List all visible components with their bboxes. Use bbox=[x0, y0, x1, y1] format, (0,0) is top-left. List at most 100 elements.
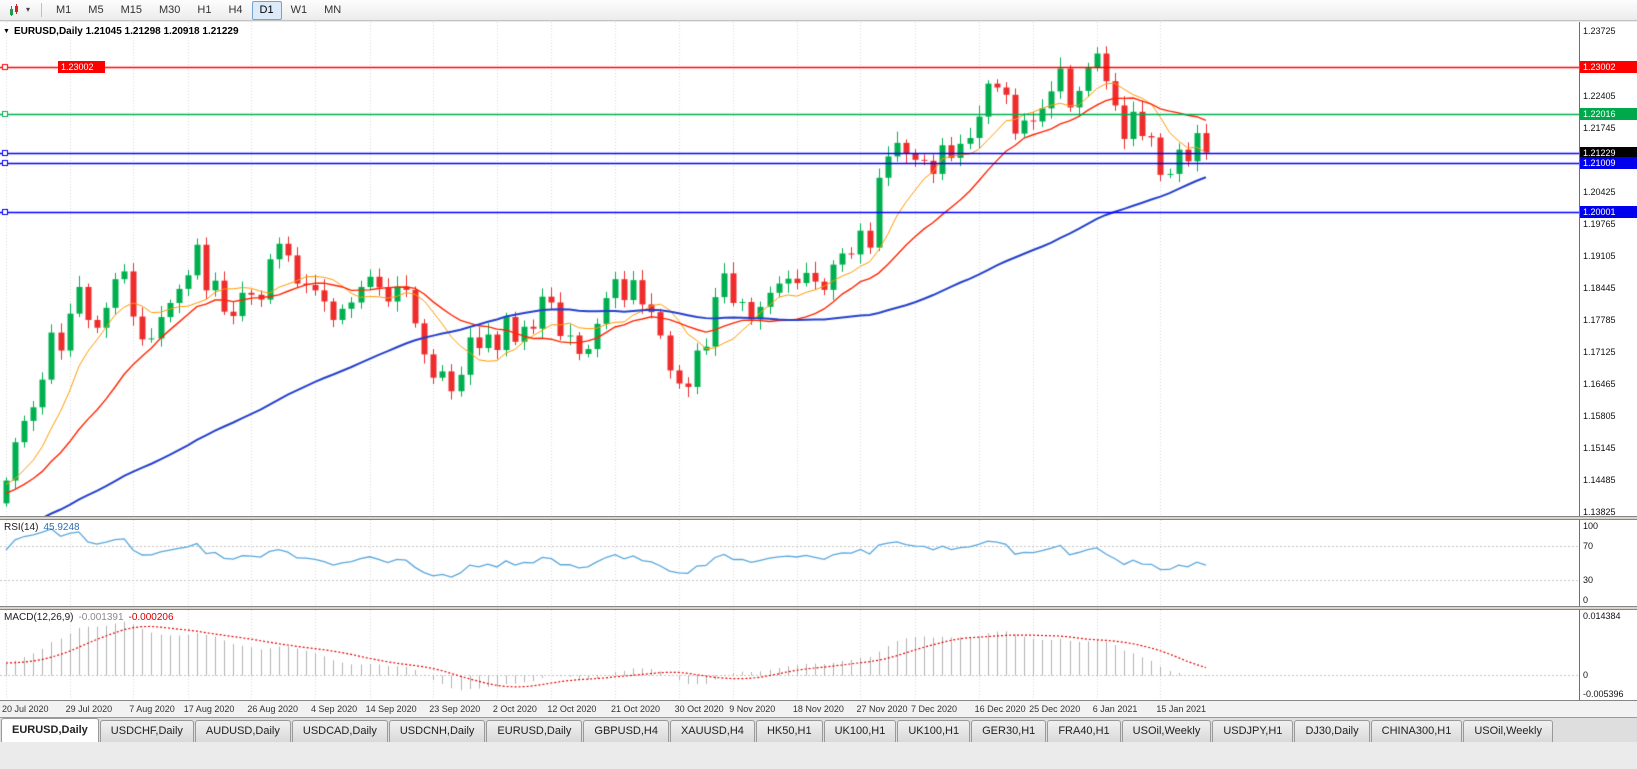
date-label: 9 Nov 2020 bbox=[729, 704, 776, 714]
rsi-tick: 70 bbox=[1583, 540, 1594, 551]
macd-main-value: -0.001391 bbox=[78, 612, 124, 623]
date-label: 26 Aug 2020 bbox=[247, 704, 298, 714]
chart-tab-usdcad-daily[interactable]: USDCAD,Daily bbox=[291, 720, 388, 742]
timeframe-button-m5[interactable]: M5 bbox=[88, 3, 104, 16]
price-chart-panel: 1.23725 1.22405 1.21745 1.20425 1.19765 1.191… bbox=[0, 22, 1637, 516]
toolbar-separator bbox=[41, 3, 43, 17]
chart-tabs-bar: EURUSD,Daily USDCHF,Daily AUDUSD,Daily USDC… bbox=[0, 717, 1637, 742]
timeframe-button-m1[interactable]: M1 bbox=[56, 3, 72, 16]
rsi-label: RSI(14) 45.9248 bbox=[4, 522, 80, 533]
macd-tick: 0 bbox=[1583, 670, 1589, 681]
date-label: 29 Jul 2020 bbox=[65, 704, 113, 714]
hline-left-label: 1.23002 bbox=[58, 60, 105, 73]
macd-label: MACD(12,26,9) -0.001391 -0.000206 bbox=[4, 612, 174, 623]
price-tick: 1.21745 bbox=[1583, 122, 1616, 133]
chart-tab-ger30-h1[interactable]: GER30,H1 bbox=[971, 720, 1047, 742]
date-label: 20 Jul 2020 bbox=[2, 704, 49, 714]
price-badge: 1.23002 bbox=[1580, 60, 1637, 73]
date-label: 16 Dec 2020 bbox=[974, 704, 1026, 714]
panel-splitter[interactable] bbox=[0, 606, 1637, 610]
panel-splitter[interactable] bbox=[0, 516, 1637, 520]
price-tick: 1.13825 bbox=[1583, 506, 1616, 516]
chart-title: ▼ EURUSD,Daily 1.21045 1.21298 1.20918 1… bbox=[3, 26, 239, 37]
timeframe-button-m30[interactable]: M30 bbox=[158, 3, 181, 16]
rsi-panel: 100 70 30 0 RSI(14) 45.9248 bbox=[0, 520, 1637, 606]
date-label: 30 Oct 2020 bbox=[674, 704, 724, 714]
rsi-tick: 100 bbox=[1583, 521, 1599, 531]
rsi-canvas[interactable] bbox=[0, 520, 1579, 606]
price-tick: 1.17785 bbox=[1583, 314, 1616, 325]
chart-tab-eurusd-daily[interactable]: EURUSD,Daily bbox=[1, 718, 99, 742]
chart-tab-fra40-h1[interactable]: FRA40,H1 bbox=[1047, 720, 1121, 742]
rsi-tick: 30 bbox=[1583, 575, 1594, 586]
chart-tab-uk100-h1[interactable]: UK100,H1 bbox=[897, 720, 971, 742]
price-tick: 1.14485 bbox=[1583, 474, 1616, 485]
date-label: 6 Jan 2021 bbox=[1092, 704, 1138, 714]
chart-tab-usdchf-daily[interactable]: USDCHF,Daily bbox=[99, 720, 194, 742]
candlestick-chart-icon bbox=[10, 3, 18, 16]
timeframe-button-h1[interactable]: H1 bbox=[197, 3, 212, 16]
price-tick: 1.15145 bbox=[1583, 442, 1616, 453]
date-label: 27 Nov 2020 bbox=[856, 704, 908, 714]
chart-tab-china300-h1[interactable]: CHINA300,H1 bbox=[1370, 720, 1463, 742]
date-label: 7 Aug 2020 bbox=[129, 704, 175, 714]
date-label: 18 Nov 2020 bbox=[792, 704, 844, 714]
chart-symbol-dropdown[interactable]: ▾ bbox=[4, 2, 35, 19]
macd-name: MACD(12,26,9) bbox=[4, 612, 74, 623]
timeframe-button-w1[interactable]: W1 bbox=[290, 3, 308, 16]
macd-panel: 0.014384 0 -0.005396 MACD(12,26,9) -0.00139… bbox=[0, 610, 1637, 700]
date-label: 2 Oct 2020 bbox=[492, 704, 537, 714]
date-label: 15 Jan 2021 bbox=[1156, 704, 1206, 714]
price-badge: 1.21009 bbox=[1580, 157, 1637, 170]
date-label: 17 Aug 2020 bbox=[183, 704, 235, 714]
price-chart-canvas[interactable] bbox=[0, 22, 1579, 516]
price-axis[interactable]: 1.23725 1.22405 1.21745 1.20425 1.19765 1.191… bbox=[1579, 22, 1637, 516]
timeframe-button-mn[interactable]: MN bbox=[324, 3, 342, 16]
time-axis[interactable]: 20 Jul 2020 29 Jul 2020 7 Aug 2020 17 Aug 2… bbox=[0, 700, 1637, 717]
chart-tab-uk100-h1[interactable]: UK100,H1 bbox=[823, 720, 897, 742]
price-tick: 1.18445 bbox=[1583, 282, 1616, 293]
timeframe-button-h4[interactable]: H4 bbox=[228, 3, 243, 16]
rsi-tick: 0 bbox=[1583, 595, 1589, 605]
macd-canvas[interactable] bbox=[0, 610, 1579, 700]
price-badge: 1.21229 bbox=[1580, 146, 1637, 159]
price-tick: 1.17125 bbox=[1583, 346, 1616, 357]
date-label: 25 Dec 2020 bbox=[1029, 704, 1081, 714]
chart-tab-xauusd-h4[interactable]: XAUUSD,H4 bbox=[669, 720, 755, 742]
rsi-axis[interactable]: 100 70 30 0 bbox=[1579, 520, 1637, 606]
macd-signal-value: -0.000206 bbox=[128, 612, 174, 623]
macd-axis[interactable]: 0.014384 0 -0.005396 bbox=[1579, 610, 1637, 700]
timeframe-button-d1[interactable]: D1 bbox=[251, 0, 282, 20]
timeframe-button-m15[interactable]: M15 bbox=[120, 3, 142, 16]
dropdown-caret-icon: ▾ bbox=[26, 5, 31, 14]
price-tick: 1.22405 bbox=[1583, 90, 1616, 101]
chart-tab-hk50-h1[interactable]: HK50,H1 bbox=[755, 720, 823, 742]
chart-tab-dj30-daily[interactable]: DJ30,Daily bbox=[1294, 720, 1370, 742]
chart-tab-eurusd-daily[interactable]: EURUSD,Daily bbox=[486, 720, 583, 742]
price-tick: 1.23725 bbox=[1583, 26, 1616, 37]
date-label: 4 Sep 2020 bbox=[311, 704, 358, 714]
chart-tab-usoil-weekly[interactable]: USOil,Weekly bbox=[1463, 720, 1553, 742]
collapse-triangle-icon[interactable]: ▼ bbox=[3, 28, 10, 35]
chart-ohlc-text: EURUSD,Daily 1.21045 1.21298 1.20918 1.2… bbox=[13, 26, 239, 37]
timeframe-buttons: M1 M5 M15 M30 H1 H4 D1 W1 MN bbox=[48, 0, 349, 20]
macd-tick: 0.014384 bbox=[1583, 611, 1621, 621]
price-badge: 1.20001 bbox=[1580, 206, 1637, 219]
date-label: 21 Oct 2020 bbox=[611, 704, 661, 714]
rsi-value: 45.9248 bbox=[43, 522, 80, 533]
price-tick: 1.16465 bbox=[1583, 378, 1616, 389]
chart-tab-audusd-daily[interactable]: AUDUSD,Daily bbox=[194, 720, 291, 742]
price-tick: 1.19105 bbox=[1583, 250, 1616, 261]
chart-tab-usoil-weekly[interactable]: USOil,Weekly bbox=[1121, 720, 1212, 742]
date-label: 14 Sep 2020 bbox=[365, 704, 417, 714]
chart-tab-usdjpy-h1[interactable]: USDJPY,H1 bbox=[1212, 720, 1294, 742]
timeframe-toolbar: ▾ M1 M5 M15 M30 H1 H4 D1 W1 MN bbox=[0, 0, 1637, 21]
chart-tab-usdcnh-daily[interactable]: USDCNH,Daily bbox=[388, 720, 486, 742]
date-label: 7 Dec 2020 bbox=[911, 704, 958, 714]
price-tick: 1.20425 bbox=[1583, 186, 1616, 197]
chart-tab-gbpusd-h4[interactable]: GBPUSD,H4 bbox=[583, 720, 669, 742]
date-label: 23 Sep 2020 bbox=[429, 704, 481, 714]
price-tick: 1.15805 bbox=[1583, 410, 1616, 421]
price-badge: 1.22016 bbox=[1580, 108, 1637, 121]
rsi-name: RSI(14) bbox=[4, 522, 39, 533]
